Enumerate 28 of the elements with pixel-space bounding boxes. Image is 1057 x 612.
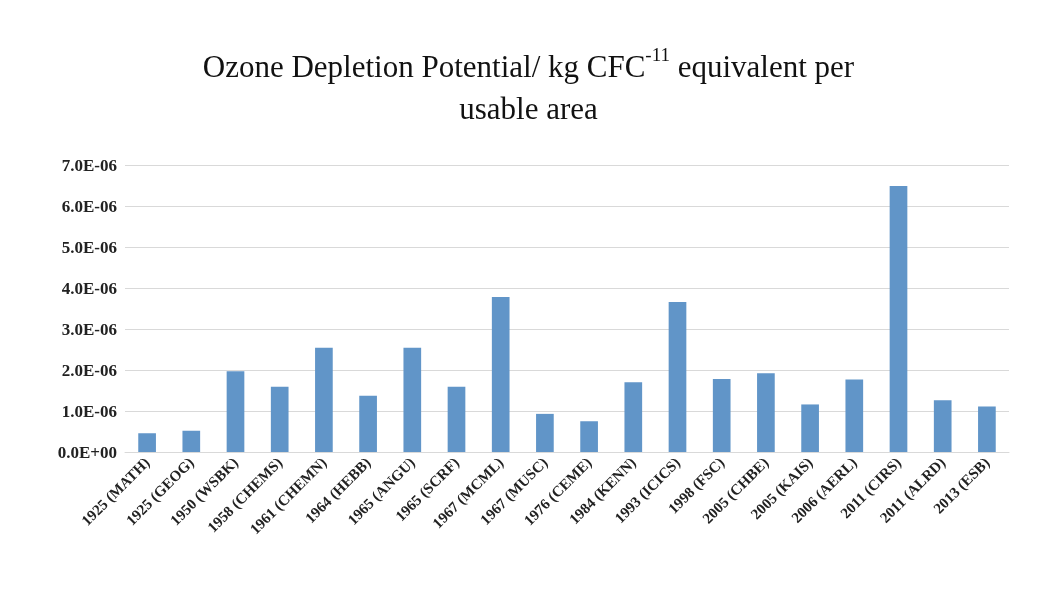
bar	[978, 406, 996, 452]
bar	[491, 297, 510, 452]
y-tick-label: 3.0E-06	[61, 319, 117, 339]
y-tick-label: 1.0E-06	[61, 401, 117, 421]
bar	[668, 301, 687, 452]
bar	[757, 373, 775, 452]
bar	[933, 400, 952, 452]
bar	[889, 185, 908, 452]
bar	[712, 379, 731, 452]
y-tick-label: 6.0E-06	[61, 196, 117, 216]
bar	[536, 413, 554, 452]
bar	[138, 433, 156, 452]
bar	[359, 395, 377, 452]
y-tick-label: 7.0E-06	[61, 155, 117, 175]
y-tick-label: 5.0E-06	[61, 237, 117, 257]
bar	[270, 386, 289, 452]
bar	[447, 386, 466, 452]
bar	[315, 347, 333, 452]
bar	[403, 347, 422, 452]
bar	[182, 430, 201, 452]
y-tick-label: 4.0E-06	[61, 278, 117, 298]
bar	[624, 382, 643, 452]
bar	[226, 371, 245, 452]
bar	[580, 421, 598, 452]
bar	[801, 404, 819, 452]
y-tick-label: 0.0E+00	[57, 442, 117, 462]
bar	[845, 379, 864, 452]
y-tick-label: 2.0E-06	[61, 360, 117, 380]
